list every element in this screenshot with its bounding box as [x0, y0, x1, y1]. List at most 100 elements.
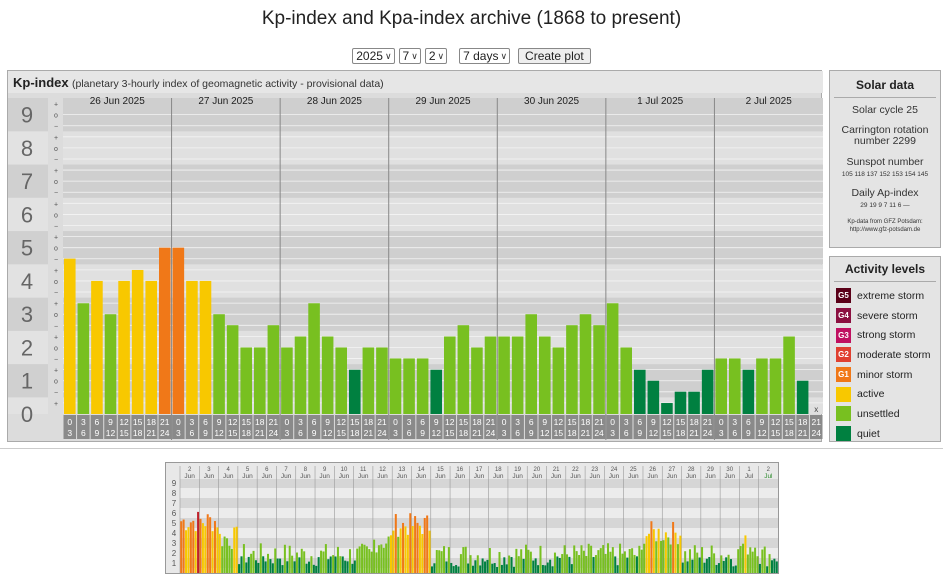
year-select[interactable]: 2025 ∨ — [352, 48, 394, 64]
thumb-month-label: Jun — [435, 473, 446, 480]
hour-end: 15 — [554, 428, 564, 438]
month-select[interactable]: 7 ∨ — [399, 48, 421, 64]
thumb-band — [180, 498, 778, 508]
thumb-bar — [421, 534, 423, 573]
thumb-bar — [600, 548, 602, 573]
legend-item: G1 minor storm — [830, 365, 940, 385]
thumb-bar — [216, 527, 218, 573]
hour-end: 3 — [502, 428, 507, 438]
thumb-bar — [588, 544, 590, 573]
thumb-bar — [279, 559, 281, 573]
kp-bar — [145, 281, 157, 414]
kp-bar — [132, 270, 144, 414]
thumb-bar — [573, 545, 575, 573]
kp-bar — [471, 347, 483, 414]
legend-label: unsettled — [857, 408, 900, 420]
chevron-down-icon: ∨ — [411, 49, 418, 63]
thumb-bar — [183, 520, 185, 573]
range-value: 7 days — [463, 49, 498, 63]
thumb-bar — [351, 564, 353, 573]
thumb-bar — [371, 552, 373, 573]
solar-cycle: Solar cycle 25 — [830, 104, 940, 116]
kp-bar — [593, 325, 605, 414]
hour-start: 3 — [81, 417, 86, 427]
thumb-bar — [335, 556, 337, 573]
thumb-bar — [607, 543, 609, 573]
thumb-bar — [629, 549, 631, 573]
thumb-bar — [701, 547, 703, 573]
thumb-bar — [754, 548, 756, 573]
thumb-bar — [711, 546, 713, 573]
create-plot-button[interactable]: Create plot — [518, 48, 591, 64]
thumb-bar — [552, 566, 554, 573]
hour-end: 9 — [529, 428, 534, 438]
y-minor-mark: o — [54, 179, 58, 186]
hour-start: 3 — [624, 417, 629, 427]
legend-swatch: G2 — [836, 347, 851, 362]
hour-start: 18 — [472, 417, 482, 427]
hour-end: 18 — [784, 428, 794, 438]
hour-end: 15 — [228, 428, 238, 438]
thumb-bar — [453, 566, 455, 573]
thumb-bar — [291, 556, 293, 573]
thumb-bar — [605, 554, 607, 573]
hour-end: 15 — [445, 428, 455, 438]
thumb-bar — [349, 549, 351, 573]
thumb-bar — [460, 554, 462, 573]
hour-end: 3 — [176, 428, 181, 438]
thumb-bar — [472, 566, 474, 573]
kp-bar — [539, 336, 551, 414]
thumb-band — [180, 508, 778, 518]
overview-thumbnail[interactable]: 1 2 3 4 5 6 7 8 9 2 Jun 3 Jun 4 Jun 5 Jun 6 Jun 7 Jun 8 Jun 9 Ju… — [165, 462, 779, 574]
thumb-month-label: Jun — [204, 473, 215, 480]
thumb-y-label: 2 — [172, 549, 177, 558]
hour-start: 9 — [542, 417, 547, 427]
y-minor-mark: o — [54, 212, 58, 219]
thumb-bar — [431, 566, 433, 573]
hour-start: 12 — [554, 417, 564, 427]
y-minor-mark: + — [54, 201, 58, 208]
thumb-bar — [658, 529, 660, 573]
hour-end: 9 — [312, 428, 317, 438]
thumb-month-label: Jun — [667, 473, 678, 480]
separator — [0, 448, 943, 449]
hour-end: 3 — [719, 428, 724, 438]
thumb-bar — [484, 561, 486, 573]
thumb-month-label: Jun — [474, 473, 485, 480]
hour-end: 3 — [67, 428, 72, 438]
thumb-bar — [530, 552, 532, 573]
y-minor-mark: − — [54, 124, 58, 131]
thumb-bar — [339, 556, 341, 573]
thumb-bar — [568, 557, 570, 573]
legend-swatch: G4 — [836, 308, 851, 323]
thumb-bar — [180, 521, 182, 573]
thumb-bar — [699, 558, 701, 573]
y-tick-label: 0 — [21, 402, 33, 427]
thumb-bar — [583, 551, 585, 573]
legend-label: minor storm — [857, 369, 912, 381]
hour-end: 18 — [133, 428, 143, 438]
y-minor-mark: + — [54, 401, 58, 408]
thumb-bar — [361, 544, 363, 573]
thumb-bar — [511, 557, 513, 573]
hour-start: 6 — [420, 417, 425, 427]
range-select[interactable]: 7 days ∨ — [459, 48, 510, 64]
thumb-bar — [325, 544, 327, 573]
hour-end: 3 — [285, 428, 290, 438]
hour-end: 6 — [515, 428, 520, 438]
hour-end: 18 — [459, 428, 469, 438]
thumb-bar — [716, 565, 718, 573]
page-title: Kp-index and Kpa-index archive (1868 to … — [0, 8, 943, 30]
thumb-bar — [506, 564, 508, 573]
day-select[interactable]: 2 ∨ — [425, 48, 447, 64]
thumb-bar — [621, 554, 623, 573]
kp-bar — [159, 248, 171, 414]
hour-start: 18 — [689, 417, 699, 427]
thumb-y-label: 9 — [172, 479, 177, 488]
y-tick-label: 8 — [21, 136, 33, 161]
hour-start: 0 — [610, 417, 615, 427]
thumb-bar — [689, 549, 691, 573]
thumb-bar — [624, 551, 626, 573]
thumb-bar — [687, 561, 689, 573]
thumb-bar — [281, 565, 283, 573]
